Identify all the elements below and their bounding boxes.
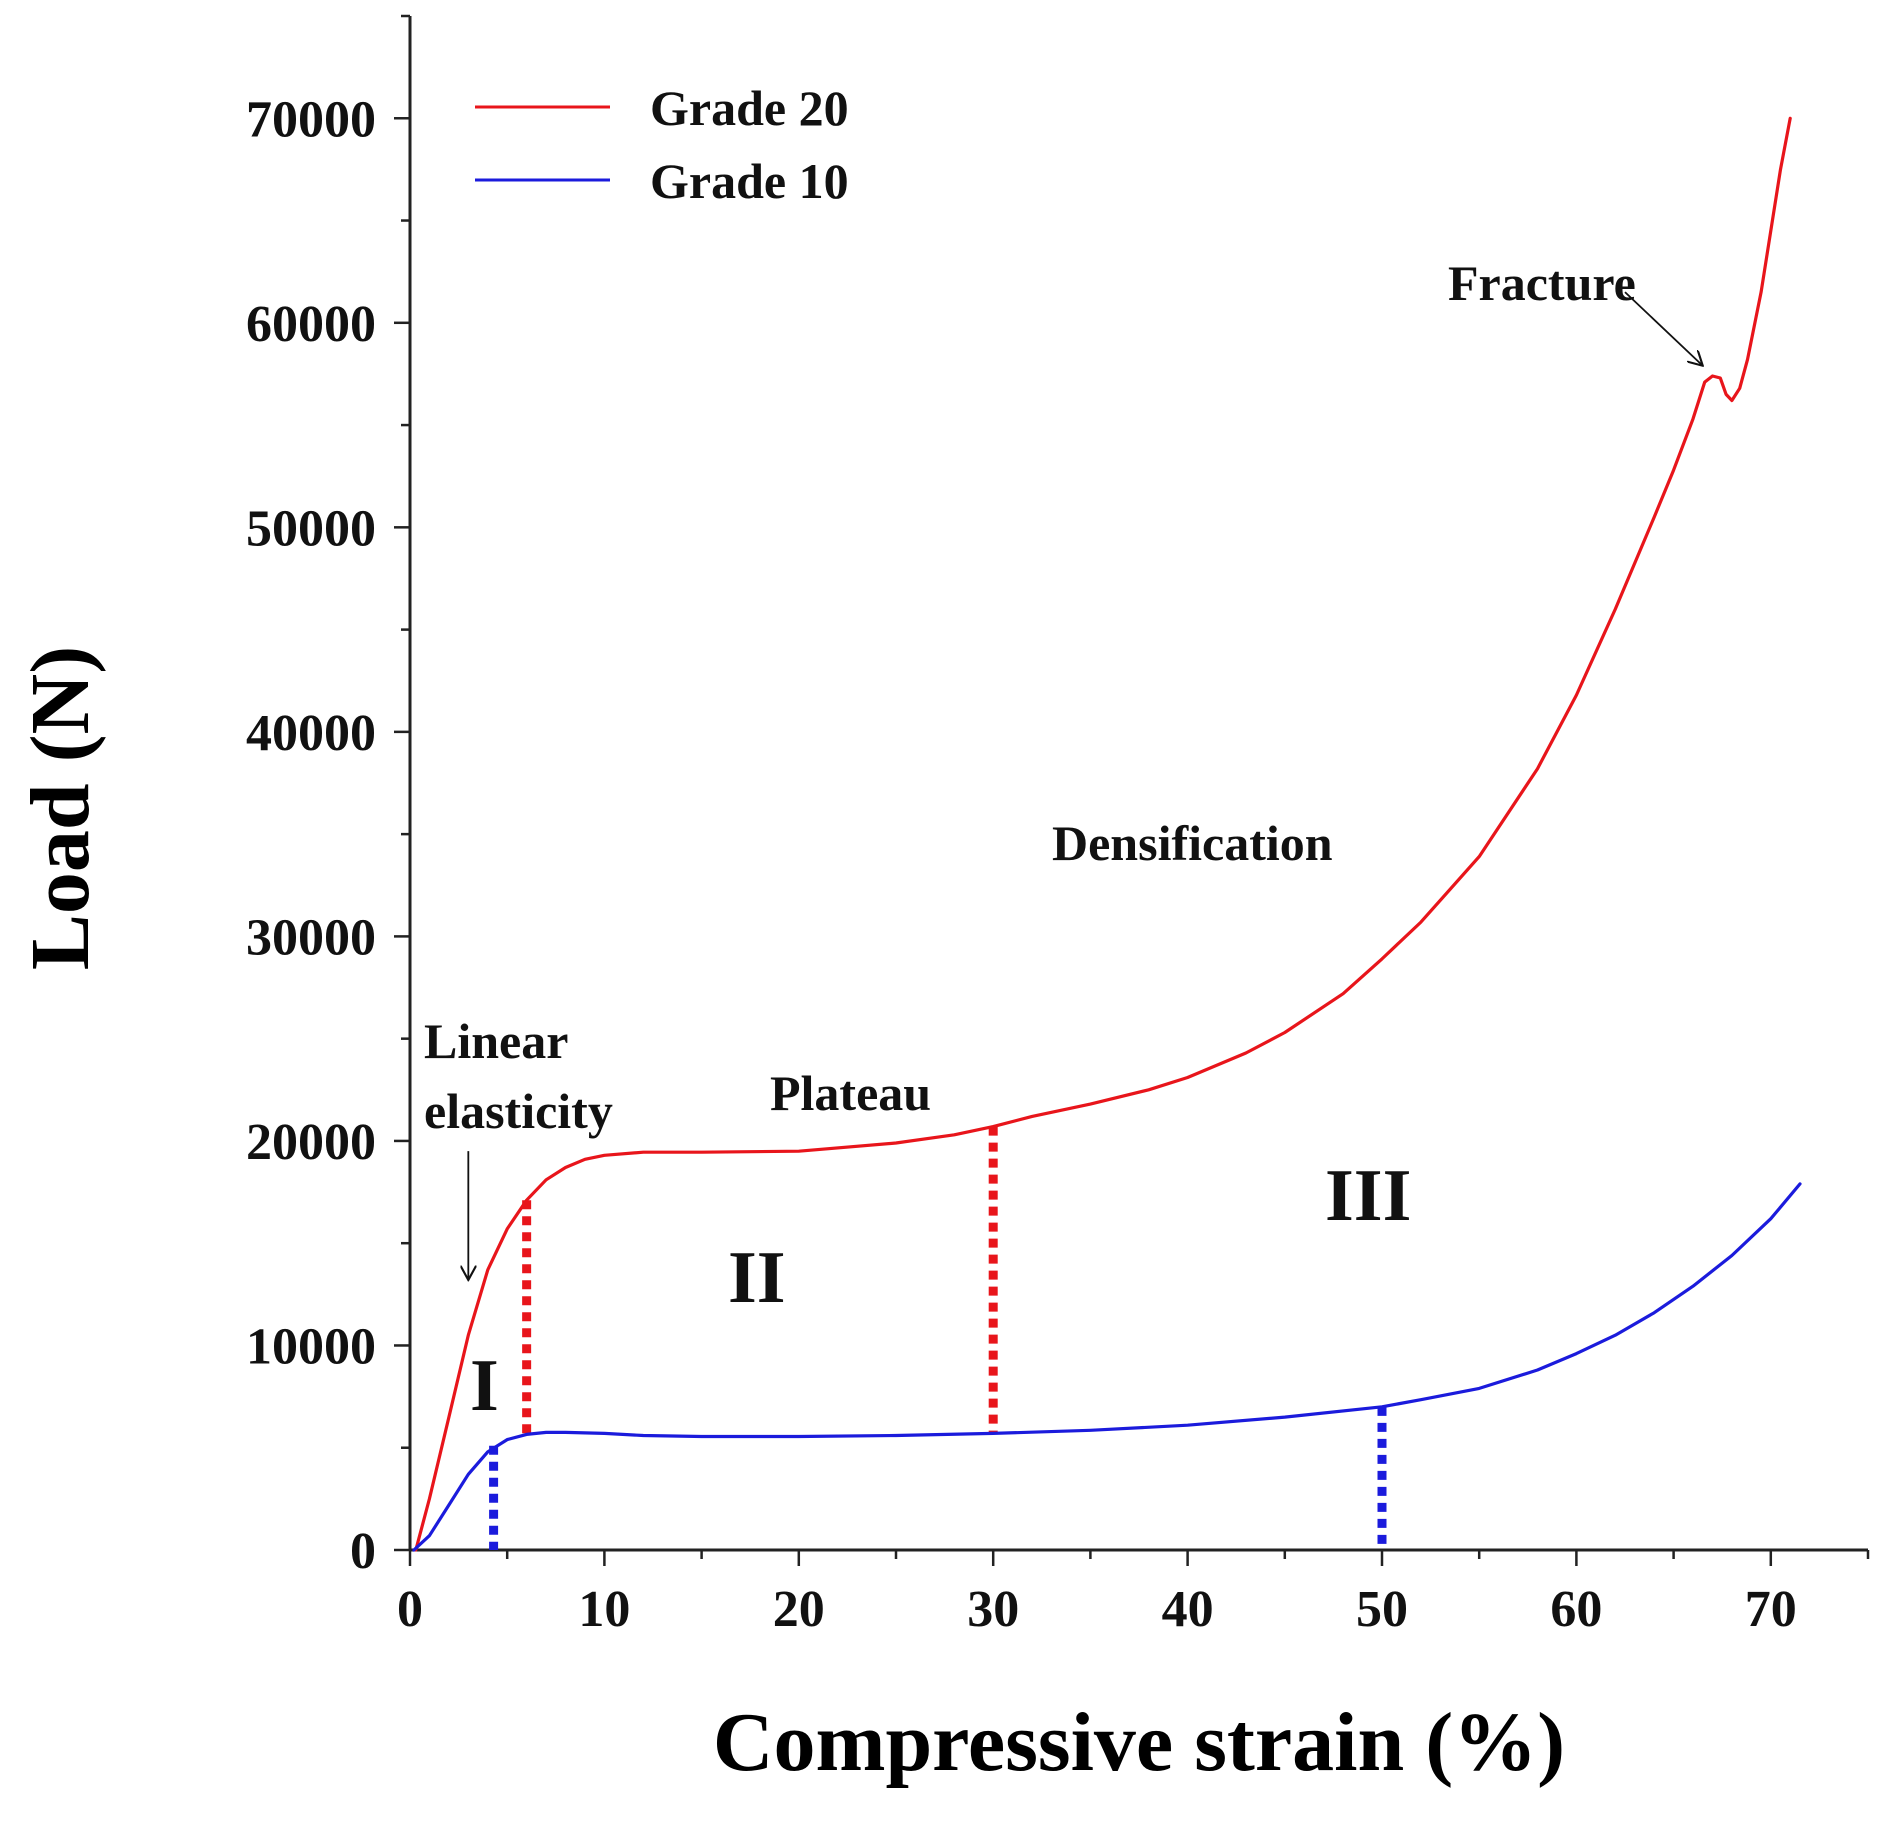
y-tick-label: 20000 (246, 1114, 376, 1171)
y-tick-label: 30000 (246, 909, 376, 966)
region-label-2: II (728, 1237, 786, 1319)
y-tick-label: 10000 (246, 1318, 376, 1375)
y-axis-title: Load (N) (14, 646, 107, 970)
x-axis-title: Compressive strain (%) (713, 1696, 1565, 1789)
x-tick-label: 30 (967, 1581, 1019, 1638)
y-tick-label: 40000 (246, 705, 376, 762)
annotation-fracture: Fracture (1448, 255, 1636, 311)
x-tick-label: 10 (578, 1581, 630, 1638)
y-tick-label: 70000 (246, 91, 376, 148)
legend-label-grade-20: Grade 20 (650, 80, 849, 136)
y-tick-label: 0 (350, 1523, 376, 1580)
x-tick-label: 0 (397, 1581, 423, 1638)
legend-label-grade-10: Grade 10 (650, 153, 849, 209)
legend: Grade 20 Grade 10 (475, 80, 849, 209)
x-tick-label: 50 (1356, 1581, 1408, 1638)
annotation-linear-elasticity-line2: elasticity (424, 1083, 613, 1139)
annotation-plateau: Plateau (770, 1065, 931, 1121)
region-label-3: III (1325, 1155, 1411, 1237)
y-tick-label: 50000 (246, 500, 376, 557)
x-tick-label: 20 (773, 1581, 825, 1638)
x-tick-label: 40 (1162, 1581, 1214, 1638)
annotation-densification: Densification (1052, 815, 1333, 871)
annotation-arrow-1 (1624, 291, 1703, 366)
y-tick-label: 60000 (246, 296, 376, 353)
x-tick-label: 60 (1550, 1581, 1602, 1638)
series-line-grade-10 (412, 1182, 1802, 1552)
series-line-grade-20 (414, 116, 1792, 1552)
annotation-linear-elasticity-line1: Linear (424, 1013, 568, 1069)
x-tick-label: 70 (1745, 1581, 1797, 1638)
region-label-1: I (470, 1345, 499, 1427)
